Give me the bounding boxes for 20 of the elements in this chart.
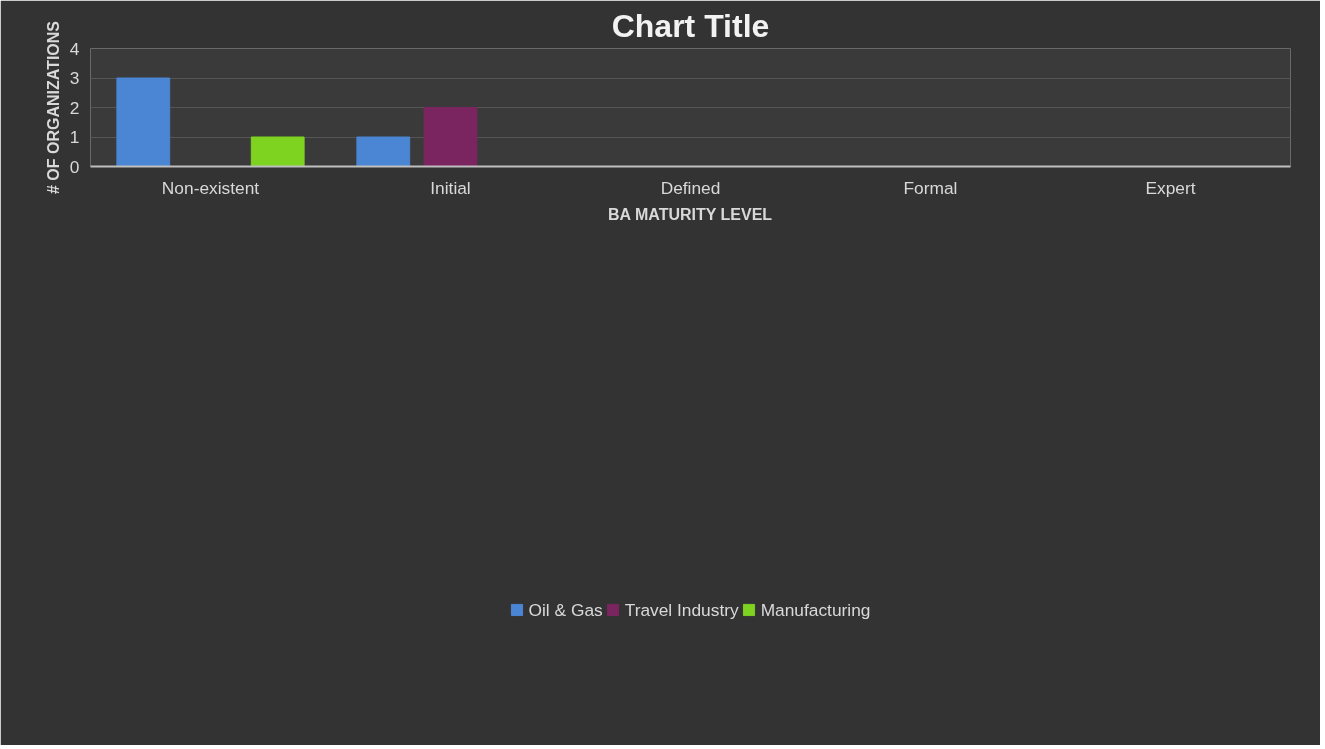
y-tick-label: 2: [69, 97, 80, 118]
x-tick-label: Formal: [903, 177, 958, 198]
y-tick-label: 1: [69, 127, 80, 147]
legend-label: Manufacturing: [760, 599, 871, 621]
y-tick-label: 0: [69, 156, 80, 177]
bar: [356, 136, 411, 167]
y-tick-label: 3: [69, 68, 80, 88]
legend-label: Travel Industry: [624, 599, 739, 621]
bar: [250, 136, 305, 167]
chart-title: Chart Title: [611, 7, 770, 44]
x-tick-label: Defined: [660, 177, 721, 198]
bar: [423, 107, 478, 167]
bar: [116, 77, 171, 167]
y-tick-label: 4: [69, 38, 80, 59]
x-axis-title: BA MATURITY LEVEL: [607, 205, 773, 223]
x-tick-label: Expert: [1145, 177, 1196, 198]
x-tick-label: Non-existent: [161, 177, 260, 198]
x-tick-label: Initial: [430, 177, 471, 198]
y-axis-title: # OF ORGANIZATIONS: [44, 20, 62, 195]
legend-label: Oil & Gas: [528, 599, 603, 621]
